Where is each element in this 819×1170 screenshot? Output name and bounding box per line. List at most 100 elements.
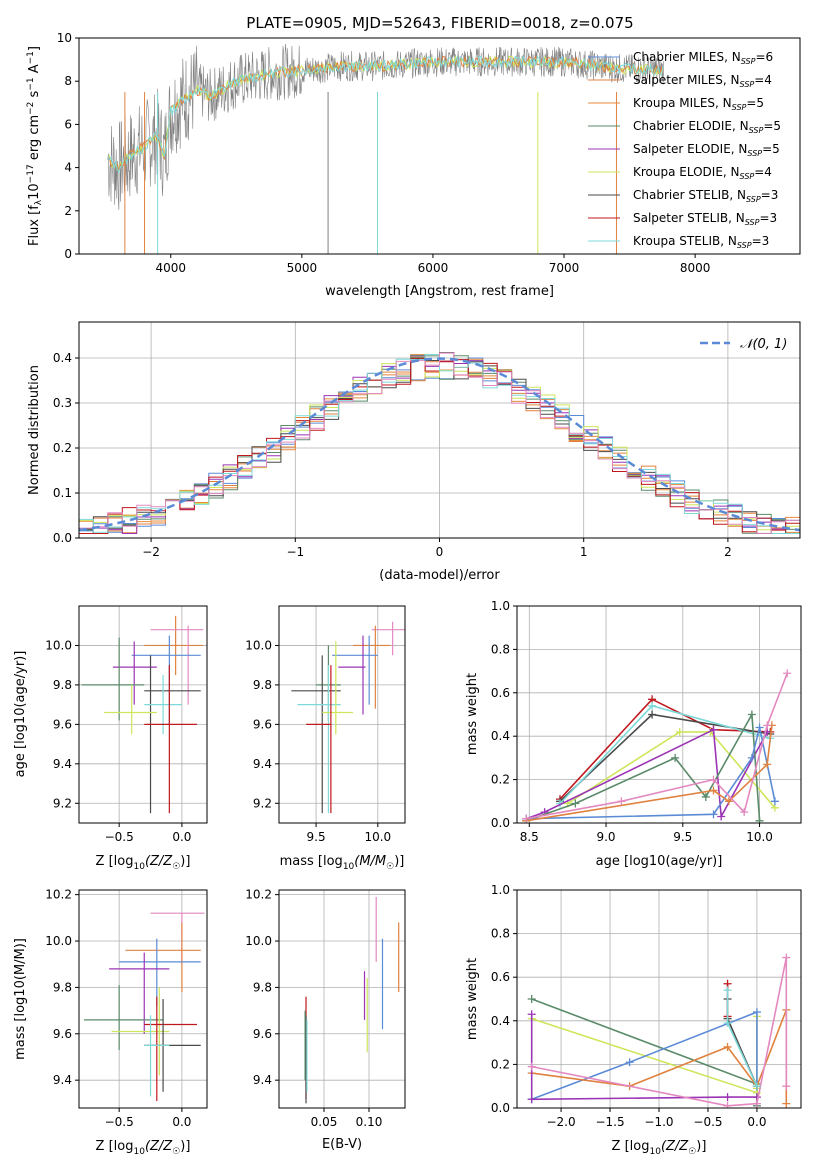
x-axis-label: Z [log10(Z/Z☉)] bbox=[96, 1139, 191, 1157]
weight-vs-age-lines bbox=[522, 669, 792, 823]
x-axis-label: wavelength [Angstrom, rest frame] bbox=[325, 284, 554, 299]
weight-marker bbox=[747, 753, 756, 762]
axes-frame bbox=[516, 605, 802, 824]
y-tick-label: 9.8 bbox=[53, 980, 72, 994]
weight-marker bbox=[723, 986, 732, 995]
weight-line bbox=[525, 728, 768, 820]
x-tick-label: 1 bbox=[580, 545, 588, 559]
y-tick-label: 0.2 bbox=[491, 773, 510, 787]
weight-marker bbox=[723, 1042, 732, 1051]
y-tick-label: 1.0 bbox=[491, 599, 510, 613]
weight-marker bbox=[648, 710, 657, 719]
y-axis-label: Flux [fλ10−17 erg cm−2 s−1 A−1] bbox=[26, 46, 44, 246]
weight-line bbox=[531, 1016, 758, 1094]
x-tick-label: 5000 bbox=[287, 261, 318, 275]
weight-marker bbox=[783, 669, 792, 678]
x-tick-label: −0.5 bbox=[105, 1115, 134, 1129]
normal-curve bbox=[79, 357, 800, 532]
x-tick-label: 0.0 bbox=[172, 830, 191, 844]
y-tick-label: 9.2 bbox=[253, 796, 272, 810]
legend-entry: Kroupa STELIB, NSSP=3 bbox=[633, 234, 769, 250]
weight-marker bbox=[709, 810, 718, 819]
y-tick-label: 0.3 bbox=[53, 396, 72, 410]
y-tick-label: 10 bbox=[57, 31, 72, 45]
weight-marker bbox=[675, 727, 684, 736]
y-axis-label: Normed distribution bbox=[27, 365, 42, 495]
weight-line bbox=[531, 1010, 758, 1101]
weight-marker bbox=[747, 710, 756, 719]
x-tick-label: −2 bbox=[142, 545, 160, 559]
y-tick-label: 1.0 bbox=[491, 883, 510, 897]
y-axis-label: age [log10(age/yr)] bbox=[13, 651, 28, 778]
y-tick-label: 0 bbox=[64, 247, 72, 261]
x-tick-label: −0.5 bbox=[693, 1115, 722, 1129]
y-tick-label: 8 bbox=[64, 74, 72, 88]
weight-marker bbox=[527, 995, 536, 1003]
weight-marker bbox=[717, 812, 726, 821]
residuals-panel: −2 −1 0 1 2 0.0 0.1 0.2 0.3 0.4 𝒩(0, 1) (data-model… bbox=[27, 321, 801, 583]
weight-vs-Z-panel: −2.0 −1.5 −1.0 −0.5 0.0 0.0 0.2 0.4 0.6 0.8 1.0 Z [… bbox=[465, 883, 802, 1157]
weight-marker bbox=[755, 723, 764, 732]
age-vs-Z-points bbox=[81, 615, 204, 814]
weight-marker bbox=[709, 775, 718, 784]
legend-entry: Chabrier MILES, NSSP=6 bbox=[633, 50, 773, 66]
x-axis-label: mass [log10(M/M☉)] bbox=[280, 854, 405, 872]
weight-marker bbox=[617, 797, 626, 806]
x-tick-label: 0.05 bbox=[311, 1115, 338, 1129]
y-tick-label: 9.6 bbox=[53, 717, 72, 731]
y-tick-label: 10.0 bbox=[245, 638, 272, 652]
y-tick-label: 0.4 bbox=[491, 1014, 510, 1028]
x-tick-label: −2.0 bbox=[546, 1115, 575, 1129]
y-tick-label: 0.0 bbox=[53, 531, 72, 545]
weight-marker bbox=[625, 1058, 634, 1067]
x-tick-label: 9.0 bbox=[596, 830, 615, 844]
x-tick-label: 9.5 bbox=[673, 830, 692, 844]
weight-vs-age-panel: 8.5 9.0 9.5 10.0 0.0 0.2 0.4 0.6 0.8 1.0 age [log1… bbox=[465, 599, 802, 869]
y-tick-label: 0.6 bbox=[491, 686, 510, 700]
x-tick-label: 0 bbox=[436, 545, 444, 559]
y-tick-label: 9.4 bbox=[53, 1073, 72, 1087]
y-axis-label: mass [log10(M/M)] bbox=[13, 938, 28, 1060]
y-tick-label: 0.2 bbox=[491, 1057, 510, 1071]
weight-line bbox=[530, 1014, 757, 1101]
x-tick-label: 8000 bbox=[680, 261, 711, 275]
mass-vs-EBV-panel: 0.05 0.10 9.4 9.6 9.8 10.0 10.2 E(B-V) bbox=[245, 888, 406, 1152]
y-tick-label: 9.6 bbox=[253, 717, 272, 731]
weight-marker bbox=[770, 797, 779, 806]
weight-marker bbox=[671, 753, 680, 762]
x-tick-label: 4000 bbox=[155, 261, 186, 275]
weight-line bbox=[526, 673, 788, 820]
weight-marker bbox=[723, 1018, 732, 1027]
y-tick-label: 0.4 bbox=[53, 351, 72, 365]
weight-vs-Z-lines bbox=[527, 953, 791, 1108]
weight-marker bbox=[763, 760, 772, 769]
y-tick-label: 9.2 bbox=[53, 796, 72, 810]
weight-line bbox=[526, 725, 773, 822]
weight-marker bbox=[724, 797, 733, 806]
y-tick-label: 0.2 bbox=[53, 441, 72, 455]
weight-marker bbox=[701, 792, 710, 801]
x-tick-label: −0.5 bbox=[105, 830, 134, 844]
axes-frame bbox=[78, 37, 801, 255]
y-tick-label: 0.0 bbox=[491, 816, 510, 830]
legend-entry: Chabrier ELODIE, NSSP=5 bbox=[633, 119, 781, 135]
x-axis-label: Z [log10(Z/Z☉)] bbox=[612, 1139, 707, 1157]
y-tick-label: 0.8 bbox=[491, 642, 510, 656]
x-axis-label: (data-model)/error bbox=[379, 568, 500, 583]
weight-line bbox=[726, 990, 758, 1087]
weight-marker bbox=[527, 1095, 536, 1104]
x-tick-label: 10.0 bbox=[746, 830, 773, 844]
spectrum-panel: 4000 5000 6000 7000 8000 0 2 4 6 8 10 Chabrier MILE… bbox=[26, 31, 801, 299]
legend-entry: Salpeter STELIB, NSSP=3 bbox=[633, 211, 777, 227]
x-axis-label: E(B-V) bbox=[322, 1137, 362, 1152]
x-tick-label: 9.5 bbox=[307, 830, 326, 844]
x-tick-label: 6000 bbox=[418, 261, 449, 275]
mass-vs-Z-panel: −0.5 0.0 9.4 9.6 9.8 10.0 10.2 Z [log10(Z/Z☉)] m… bbox=[13, 888, 208, 1157]
weight-marker bbox=[527, 1062, 536, 1071]
legend-entry: Chabrier STELIB, NSSP=3 bbox=[633, 188, 778, 204]
model-spectrum bbox=[107, 54, 664, 174]
x-tick-label: 2 bbox=[724, 545, 732, 559]
y-tick-label: 10.2 bbox=[245, 888, 272, 902]
